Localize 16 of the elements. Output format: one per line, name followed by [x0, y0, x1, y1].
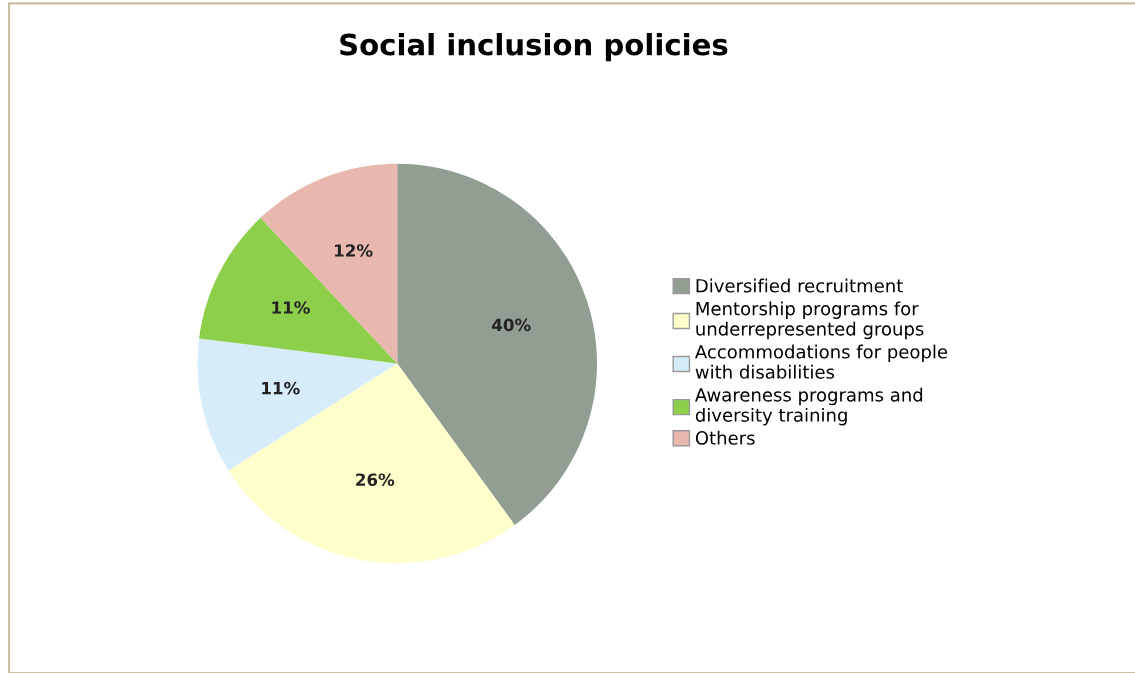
- data-label: 12%: [335, 244, 373, 257]
- pie-slice: [199, 217, 398, 364]
- pie-slice: [228, 363, 515, 564]
- data-label: 11%: [272, 301, 310, 314]
- legend-label: Others: [695, 430, 755, 445]
- legend-label: Mentorship programs for underrepresented groups: [696, 301, 924, 340]
- data-label: 26%: [356, 473, 395, 486]
- chart-title: Social inclusion policies: [340, 33, 728, 62]
- pie-slice: [260, 163, 398, 364]
- data-label: 40%: [492, 318, 531, 332]
- legend-label: Awareness programs and diversity training: [695, 387, 923, 426]
- legend-label: Accommodations for people with disabilities: [695, 344, 948, 379]
- pie-slice: [197, 338, 398, 471]
- pie-slice: [397, 163, 598, 526]
- legend-label: Diversified recruitment: [696, 278, 903, 293]
- data-label: 11%: [262, 381, 300, 395]
